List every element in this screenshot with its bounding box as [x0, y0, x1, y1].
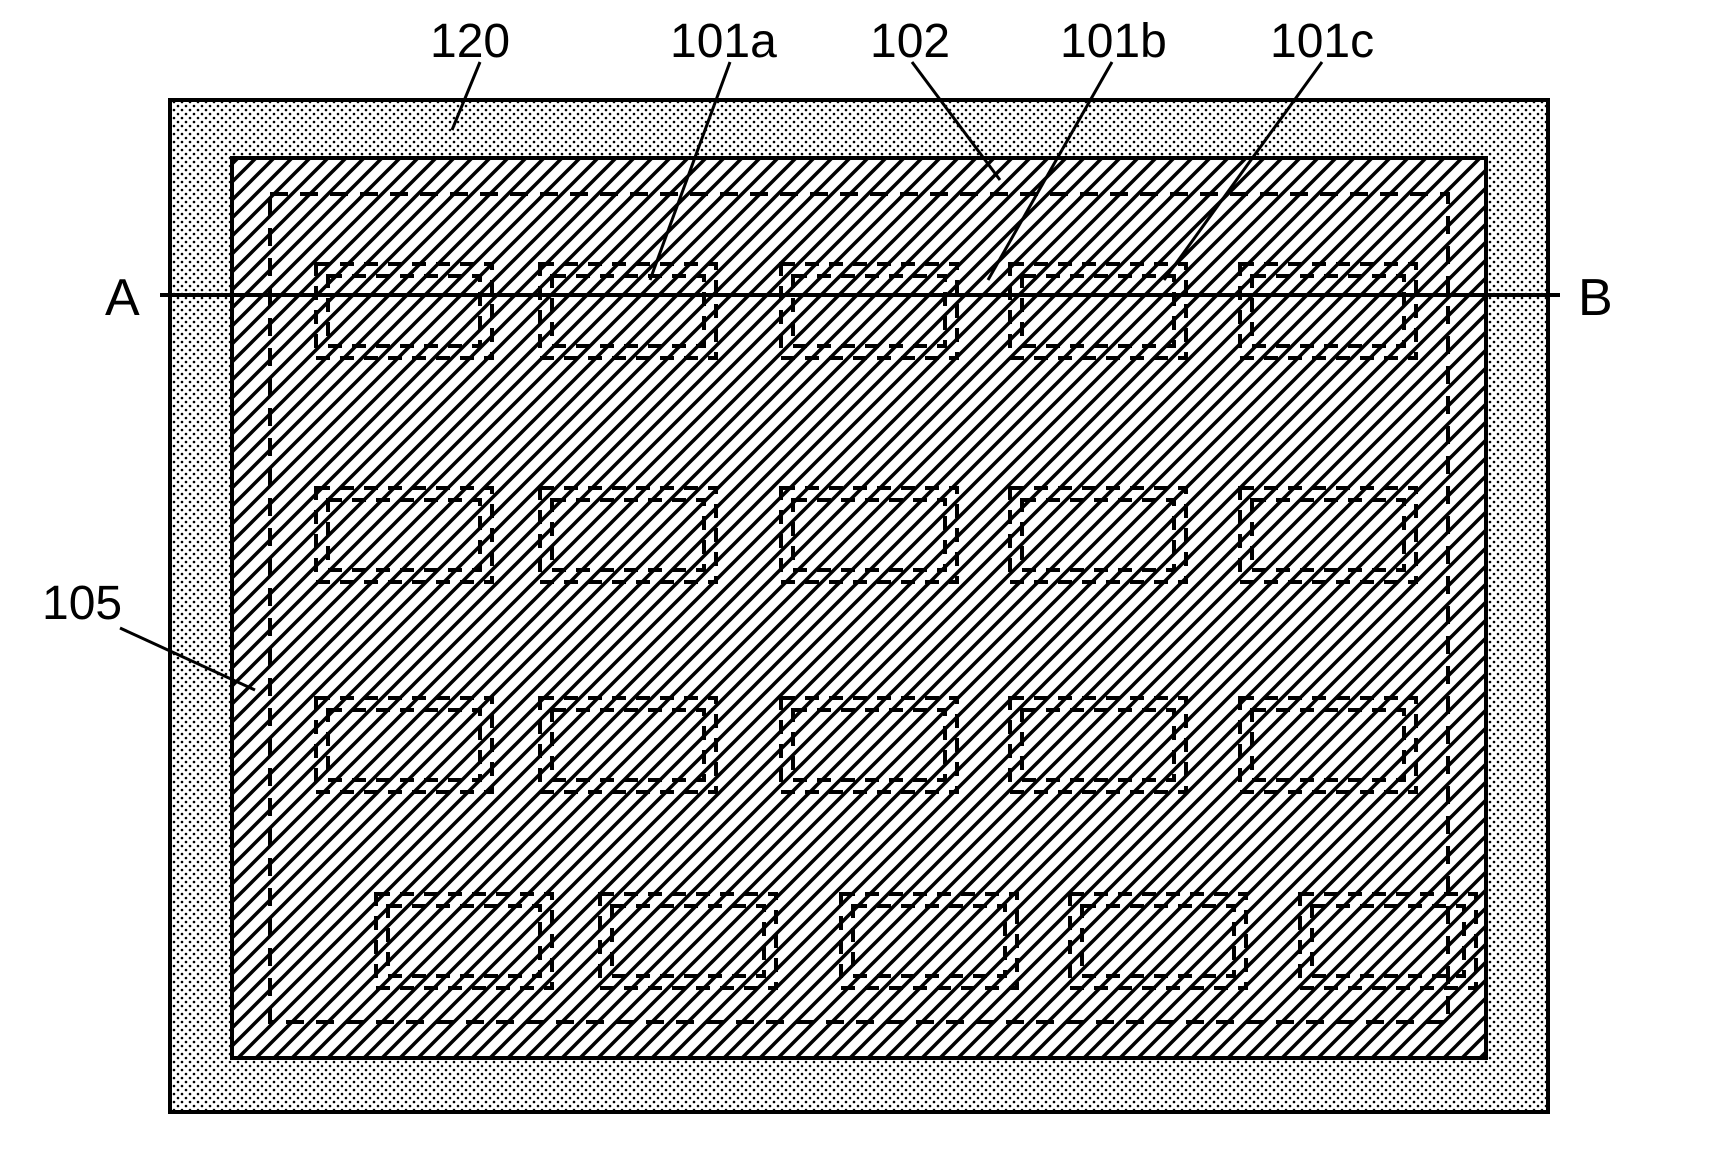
- label-A: A: [105, 268, 140, 328]
- label-t101a: 101a: [670, 14, 777, 69]
- label-B: B: [1578, 268, 1613, 328]
- label-t101c: 101c: [1270, 14, 1374, 69]
- label-t120: 120: [430, 14, 510, 69]
- label-t101b: 101b: [1060, 14, 1167, 69]
- label-t102: 102: [870, 14, 950, 69]
- label-t105: 105: [42, 576, 122, 631]
